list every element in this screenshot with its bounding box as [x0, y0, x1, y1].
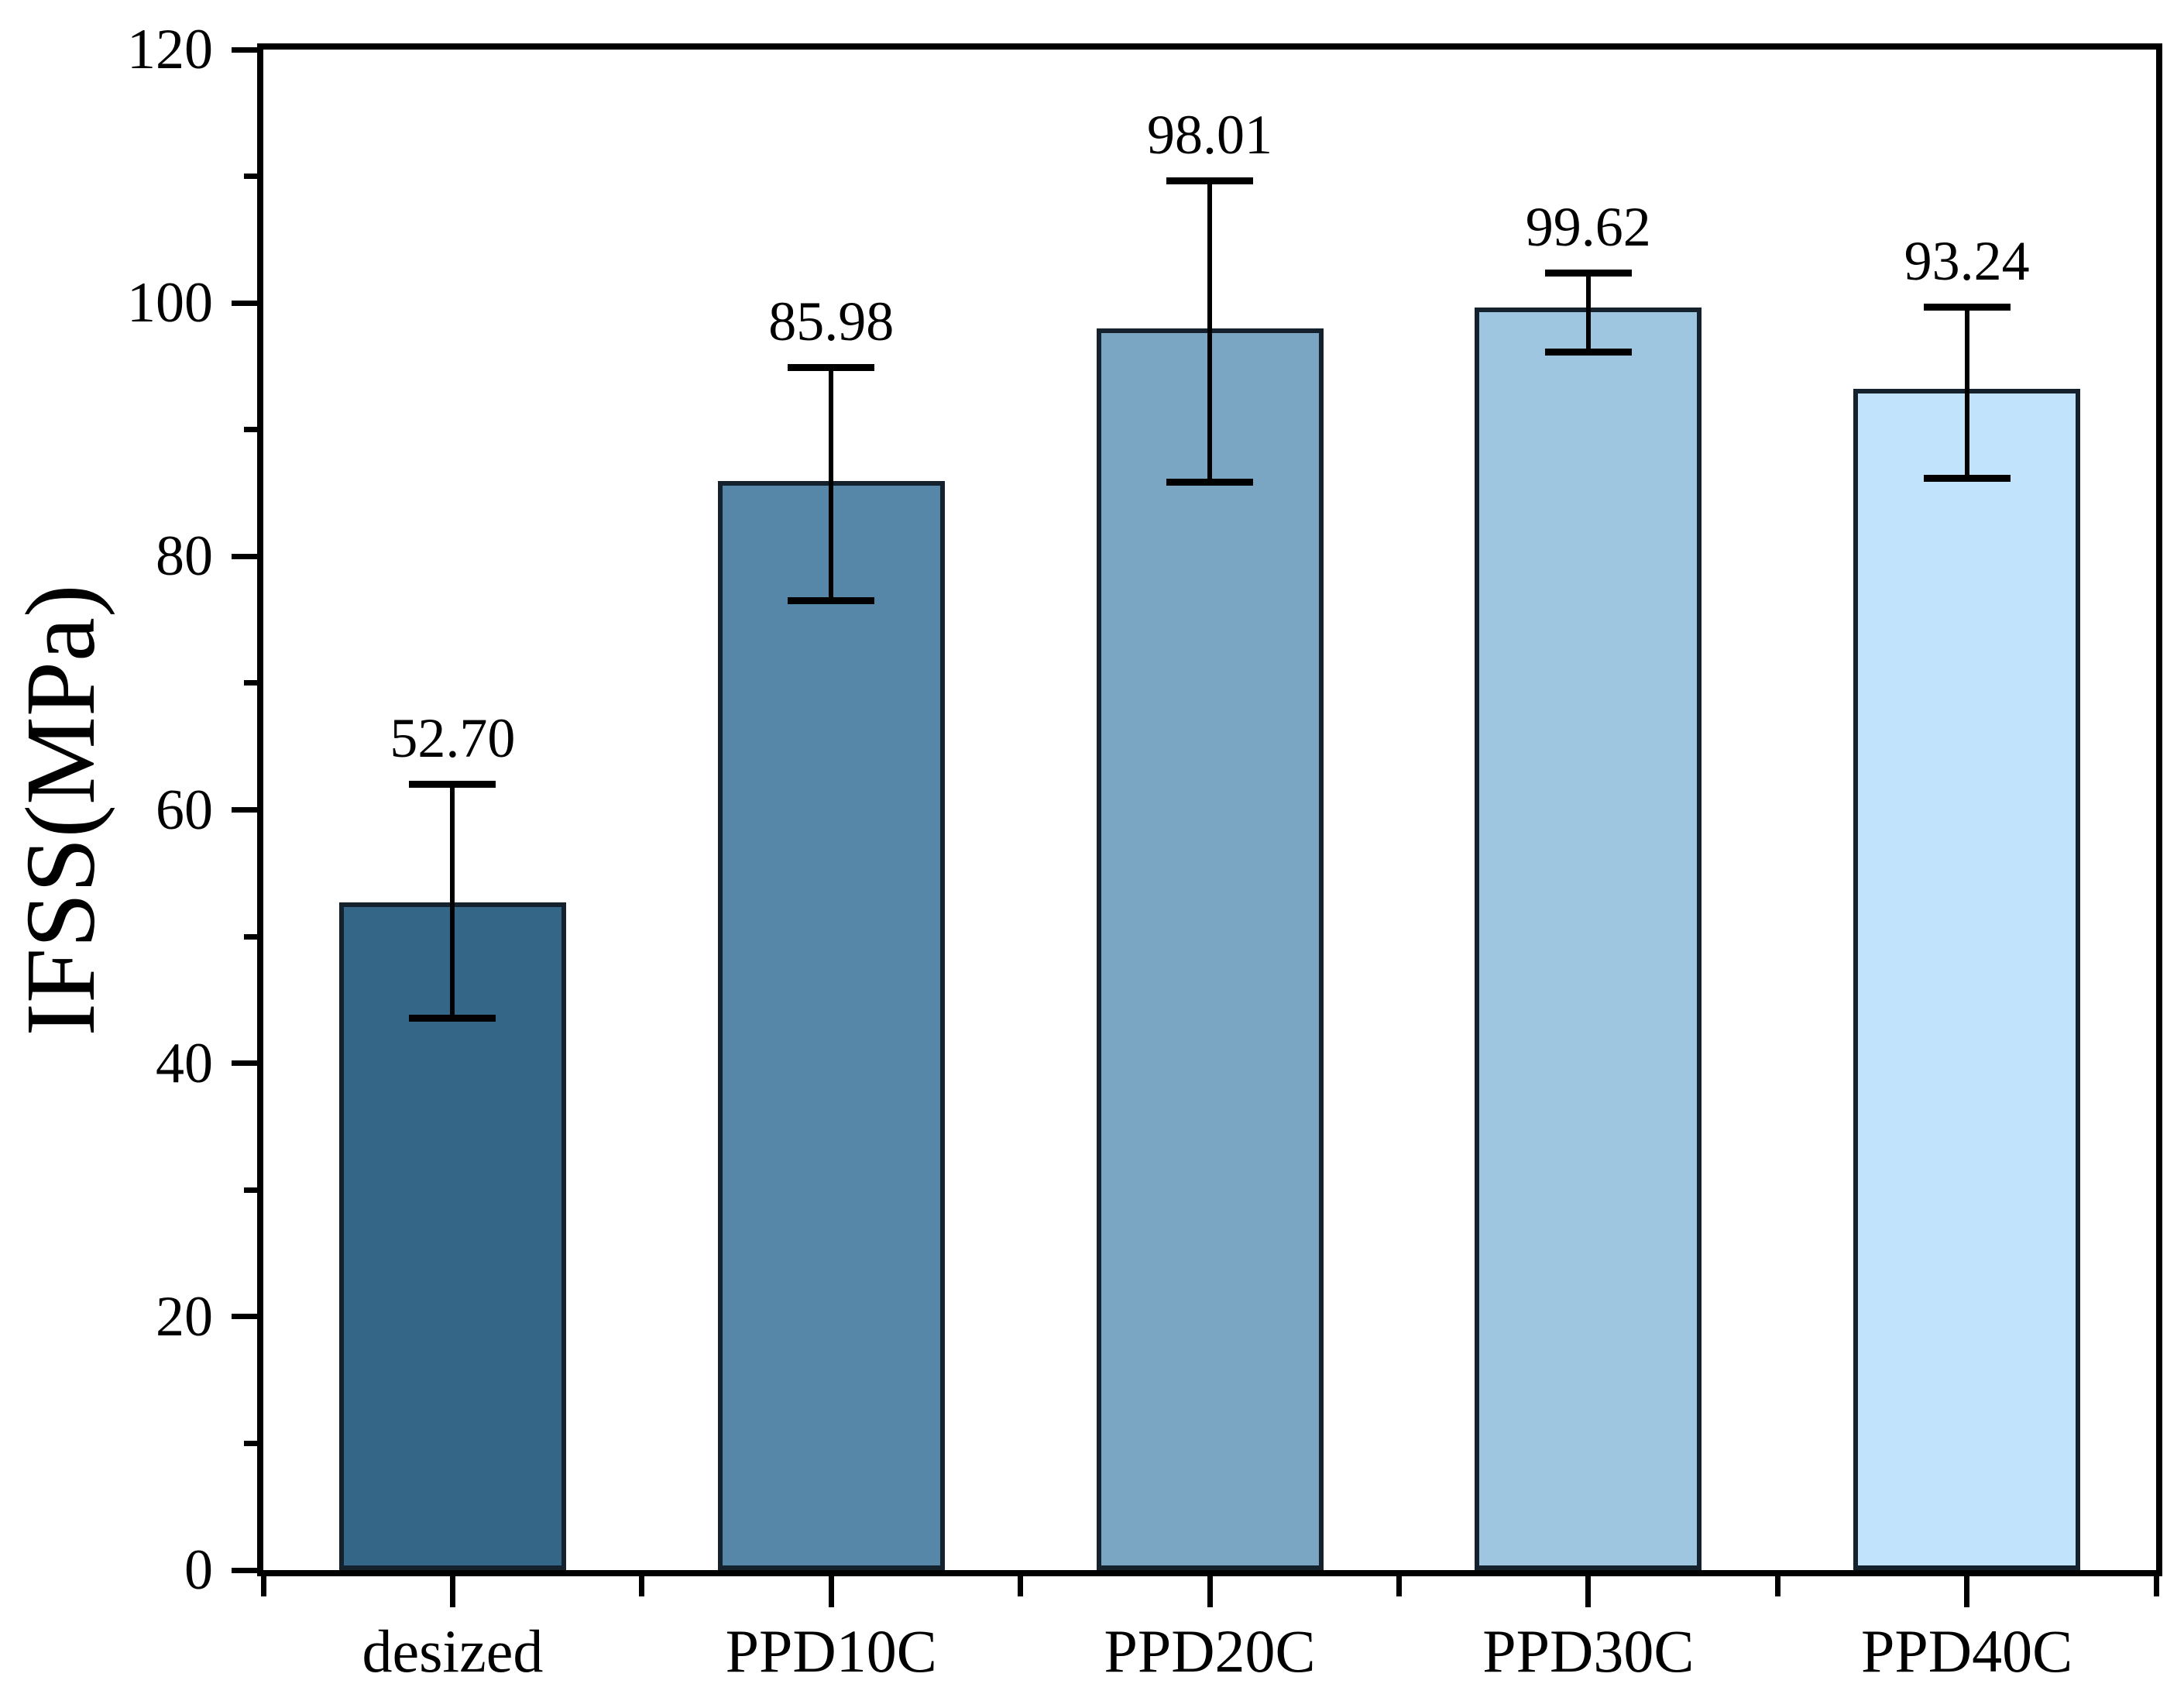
- bar-PPD40C: [1853, 388, 2081, 1570]
- y-axis-major-tick: [232, 807, 257, 813]
- plot-area: 0 20 40 60 80 100 120 52.70 desized 85.98 PPD10C 98…: [127, 19, 2162, 1682]
- error-bar-top-cap-desized: [409, 780, 496, 788]
- y-axis-minor-tick: [244, 933, 257, 940]
- error-bar-bottom-cap-PPD10C: [788, 596, 875, 604]
- error-bar-line-PPD20C: [1207, 180, 1212, 483]
- value-label-PPD40C: 93.24: [1904, 230, 2030, 293]
- y-tick-label: 60: [156, 778, 213, 842]
- x-axis-minor-tick: [260, 1576, 266, 1596]
- error-bar-top-cap-PPD30C: [1544, 270, 1632, 277]
- y-tick-label: 120: [127, 18, 213, 81]
- x-tick-label-PPD10C: PPD10C: [725, 1617, 937, 1685]
- x-axis-major-tick: [1585, 1576, 1592, 1607]
- y-axis-major-tick: [232, 1567, 257, 1573]
- value-label-desized: 52.70: [390, 706, 516, 769]
- x-axis-minor-tick: [2153, 1576, 2159, 1596]
- value-label-PPD10C: 85.98: [768, 290, 895, 352]
- error-bar-line-PPD10C: [829, 367, 834, 601]
- y-axis-minor-tick: [244, 1440, 257, 1446]
- y-axis-minor-tick: [244, 174, 257, 180]
- y-axis-major-tick: [232, 46, 257, 53]
- error-bar-bottom-cap-desized: [409, 1015, 496, 1022]
- y-axis-minor-tick: [244, 680, 257, 686]
- y-tick-label: 0: [184, 1538, 213, 1602]
- value-label-PPD30C: 99.62: [1525, 196, 1651, 259]
- y-tick-label: 20: [156, 1284, 213, 1349]
- x-tick-label-desized: desized: [362, 1617, 544, 1685]
- error-bar-bottom-cap-PPD40C: [1923, 474, 2011, 482]
- y-axis-major-tick: [232, 1314, 257, 1320]
- y-tick-label: 100: [127, 271, 213, 335]
- error-bar-top-cap-PPD10C: [788, 363, 875, 371]
- y-axis-major-tick: [232, 300, 257, 306]
- error-bar-top-cap-PPD20C: [1166, 177, 1253, 184]
- x-axis-minor-tick: [639, 1576, 645, 1596]
- bar-PPD30C: [1475, 308, 1702, 1570]
- x-tick-label-PPD30C: PPD30C: [1482, 1617, 1695, 1685]
- error-bar-line-desized: [450, 784, 455, 1019]
- x-axis-minor-tick: [1396, 1576, 1402, 1596]
- value-label-PPD20C: 98.01: [1147, 103, 1272, 166]
- y-axis-major-tick: [232, 553, 257, 559]
- x-axis-major-tick: [449, 1576, 455, 1607]
- x-axis-major-tick: [828, 1576, 834, 1607]
- x-axis-minor-tick: [1018, 1576, 1024, 1596]
- error-bar-line-PPD40C: [1964, 308, 1969, 479]
- bar-PPD10C: [717, 480, 945, 1570]
- y-axis-minor-tick: [244, 427, 257, 433]
- y-axis-major-tick: [232, 1060, 257, 1067]
- y-tick-label: 80: [156, 524, 213, 589]
- x-axis-major-tick: [1207, 1576, 1213, 1607]
- y-axis-minor-tick: [244, 1187, 257, 1193]
- x-axis-major-tick: [1964, 1576, 1970, 1607]
- x-tick-label-PPD40C: PPD40C: [1861, 1617, 2073, 1685]
- error-bar-top-cap-PPD40C: [1923, 304, 2011, 311]
- x-tick-label-PPD20C: PPD20C: [1104, 1617, 1316, 1685]
- error-bar-bottom-cap-PPD30C: [1544, 348, 1632, 356]
- x-axis-minor-tick: [1774, 1576, 1781, 1596]
- error-bar-line-PPD30C: [1585, 273, 1591, 352]
- bar-PPD20C: [1096, 328, 1324, 1570]
- y-tick-label: 40: [156, 1031, 213, 1095]
- error-bar-bottom-cap-PPD20C: [1166, 479, 1253, 486]
